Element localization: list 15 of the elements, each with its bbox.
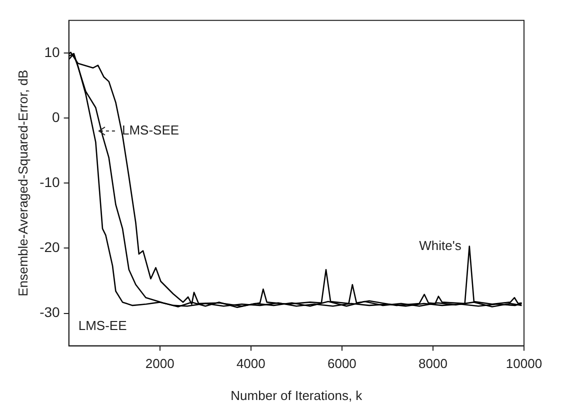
y-tick-label: -10 — [40, 174, 60, 190]
annotation: LMS-EE — [78, 318, 128, 333]
y-tick-label: -20 — [40, 239, 60, 256]
x-tick-label: 8000 — [418, 356, 448, 372]
annotation: LMS-SEE — [122, 122, 180, 138]
y-tick-label: 10 — [44, 44, 60, 60]
y-axis-title: Ensemble-Averaged-Squared-Error, dB — [15, 70, 30, 296]
x-tick-label: 6000 — [327, 356, 356, 372]
y-tick-label: -30 — [40, 304, 60, 320]
x-axis-title: Number of Iterations, k — [230, 388, 363, 403]
x-tick-label: 10000 — [506, 356, 542, 372]
y-tick-label: 0 — [52, 108, 60, 125]
x-tick-label: 2000 — [145, 356, 174, 372]
x-tick-label: 4000 — [236, 356, 266, 372]
annotation: White's — [419, 238, 462, 253]
